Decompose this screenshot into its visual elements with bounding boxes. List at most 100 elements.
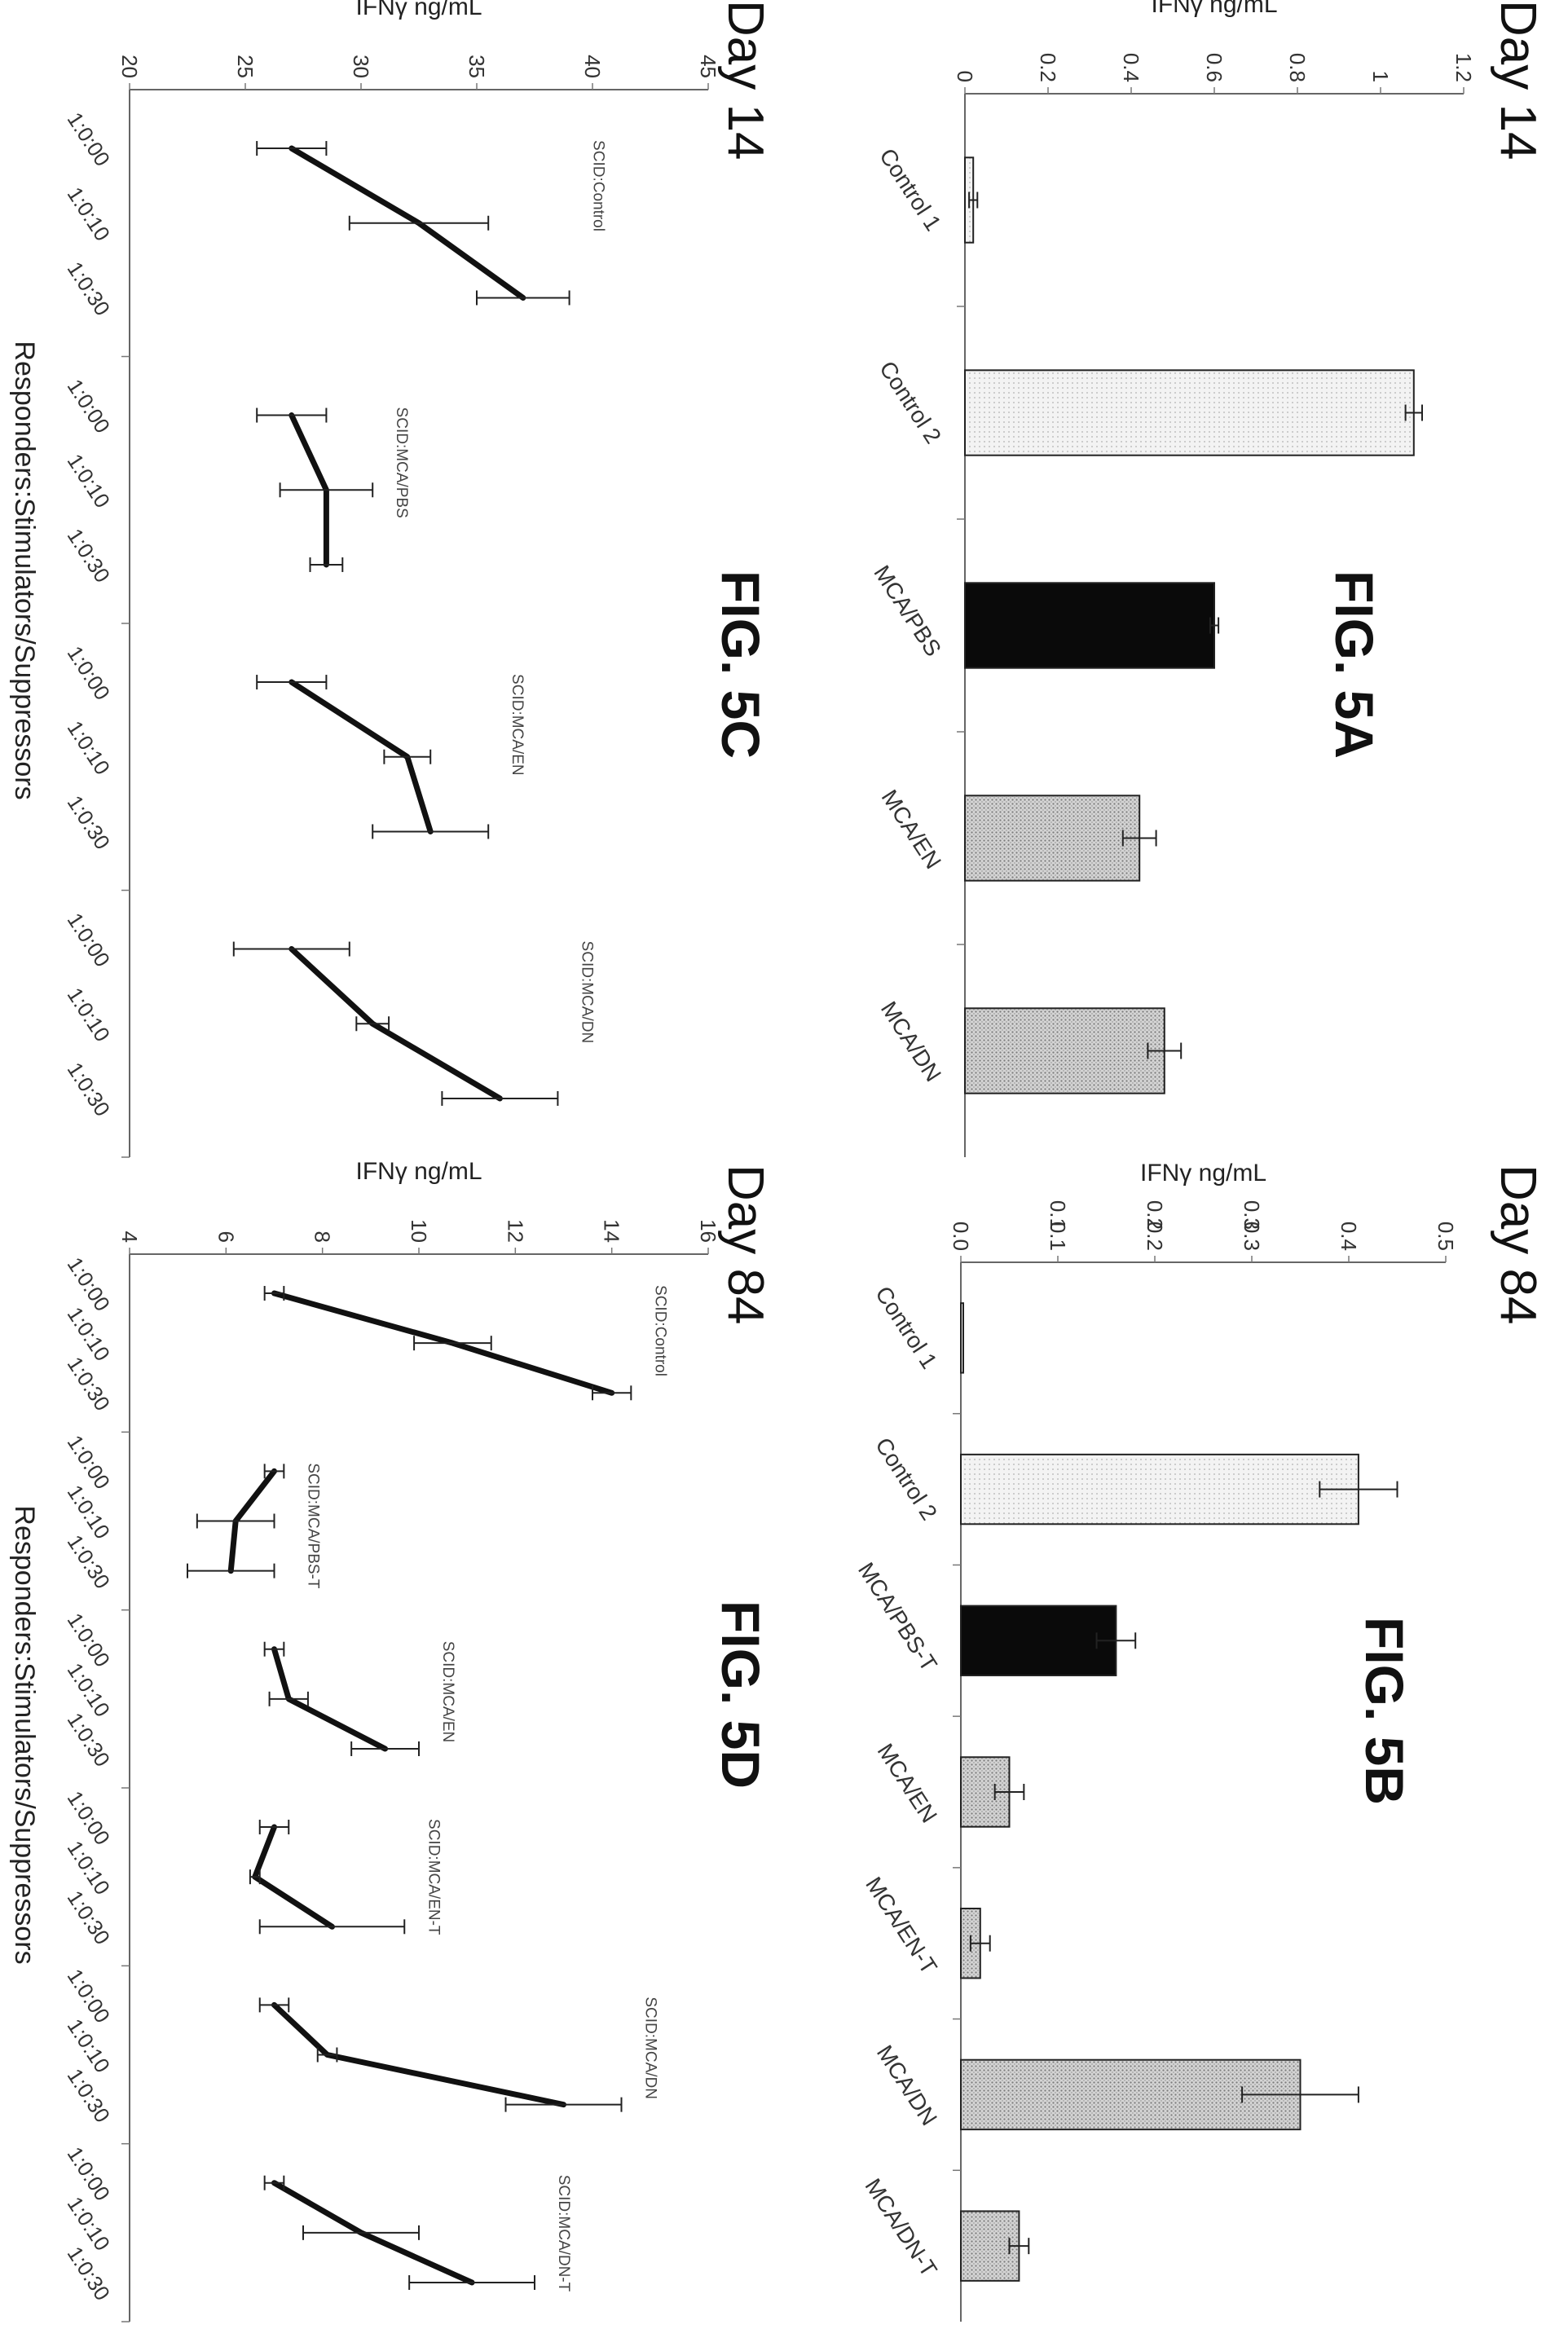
series-label: SCID:MCA/DN-T <box>555 2175 572 2292</box>
fig-5c-panel: Day 14 FIG. 5C 20 25 30 35 40 45 1:0:00 1:0:10 1… <box>0 0 818 1164</box>
x-tick-label: 1:0:30 <box>63 1353 116 1415</box>
day-label: Day 84 <box>717 1164 773 1324</box>
x-tick-label: 1:0:30 <box>63 791 116 854</box>
day-label: Day 14 <box>717 0 773 160</box>
x-tick-label: 1:0:00 <box>63 1786 116 1849</box>
x-tick-label: 1:0:10 <box>63 2014 116 2077</box>
category-label: MCA/PBS <box>869 561 946 661</box>
y-tick-label: 0.1 <box>1046 1222 1070 1251</box>
series-label: SCID:MCA/EN <box>439 1641 456 1743</box>
y-axis-title: IFNγ ng/mL <box>1151 0 1277 18</box>
y-tick-label: 40 <box>580 55 605 78</box>
x-tick-label: 1:0:30 <box>63 2064 116 2127</box>
y-tick-label: 6 <box>214 1231 238 1243</box>
plot-area: 0 0.2 0.4 0.6 0.8 1 1.2 Control 1 Control 2 MCA/P… <box>869 53 1476 1157</box>
category-label: MCA/EN <box>873 1739 942 1827</box>
series-line <box>288 946 503 1102</box>
bar <box>964 369 1415 456</box>
y-tick-label: 0.0 <box>949 1222 973 1251</box>
category-label: MCA/DN <box>872 2041 942 2130</box>
x-tick-label: 1:0:10 <box>63 1481 116 1543</box>
x-tick-label: 1:0:00 <box>63 375 116 438</box>
x-tick-label: 1:0:10 <box>63 2192 116 2255</box>
x-tick-label: 1:0:30 <box>63 1058 116 1120</box>
bar <box>960 1453 1359 1526</box>
series-label: SCID:MCA/EN-T <box>425 1819 442 1935</box>
y-tick-label: 25 <box>233 55 258 78</box>
y-tick-label-secondary: 0.1 <box>1046 1200 1070 1230</box>
x-tick-label: 1:0:30 <box>63 1708 116 1771</box>
series-label: SCID:MCA/DN <box>642 1997 659 2099</box>
category-label: Control 2 <box>870 1433 942 1525</box>
x-tick-label: 1:0:30 <box>63 524 116 587</box>
fig-5b-chart: Day 84 FIG. 5B 0.0 0.1 0.2 0.3 0.4 0.5 Control… <box>853 1160 1546 2322</box>
fig-5d-chart: Day 84 FIG. 5D 4 6 8 10 12 14 161:0:001:0:101:… <box>9 1158 773 2322</box>
category-label: Control 2 <box>874 357 946 448</box>
fig-5d-panel: Day 84 FIG. 5D 4 6 8 10 12 14 16 1:0:00 1:0:10 1:… <box>0 1158 818 2329</box>
x-tick-label: 1:0:00 <box>63 108 116 170</box>
figure-label: FIG. 5A <box>1324 570 1385 759</box>
category-label: MCA/DN-T <box>860 2174 942 2282</box>
x-tick-label: 1:0:00 <box>63 641 116 704</box>
day-label: Day 14 <box>1490 0 1546 160</box>
plot-area: 4 6 8 10 12 14 161:0:001:0:101:0:30SCID:Contro… <box>63 1219 720 2322</box>
x-tick-label: 1:0:10 <box>63 984 116 1046</box>
y-tick-label: 12 <box>503 1219 527 1243</box>
fig-5b-panel: Day 84 FIG. 5B 0.0 0.1 0.2 0.3 0.4 0.5 Control… <box>818 1160 1568 2329</box>
day-label: Day 84 <box>1490 1164 1546 1324</box>
plot-area: 0.0 0.1 0.2 0.3 0.4 0.5 Control 1 Control 2 MCA/… <box>853 1200 1458 2322</box>
x-axis-title: Responders:Stimulators/Suppressors <box>9 341 40 799</box>
series-label: SCID:Control <box>590 140 607 231</box>
y-tick-label: 14 <box>600 1219 624 1243</box>
y-tick-label: 16 <box>696 1219 720 1243</box>
fig-5a-panel: Day 14 FIG. 5A 0 0.2 0.4 0.6 0.8 1 1.2 Control … <box>818 0 1568 1164</box>
x-tick-label: 1:0:10 <box>63 1302 116 1365</box>
y-tick-label: 0.8 <box>1285 53 1310 82</box>
category-label: MCA/DN <box>876 997 946 1086</box>
x-tick-label: 1:0:10 <box>63 183 116 245</box>
y-tick-label-secondary: 0.3 <box>1240 1200 1264 1230</box>
x-tick-label: 1:0:00 <box>63 1253 116 1315</box>
y-tick-label: 0.4 <box>1119 53 1143 82</box>
bar <box>964 582 1215 669</box>
category-label: MCA/EN <box>877 786 946 874</box>
x-tick-label: 1:0:00 <box>63 1965 116 2027</box>
category-label: Control 1 <box>870 1282 942 1373</box>
category-label: MCA/EN-T <box>861 1873 942 1979</box>
y-axis-title: IFNγ ng/mL <box>1140 1160 1266 1187</box>
fig-5a-chart: Day 14 FIG. 5A 0 0.2 0.4 0.6 0.8 1 1.2 Control … <box>869 0 1546 1157</box>
x-tick-label: 1:0:30 <box>63 1887 116 1949</box>
x-tick-label: 1:0:00 <box>63 1609 116 1671</box>
x-tick-label: 1:0:10 <box>63 450 116 513</box>
x-tick-label: 1:0:10 <box>63 1836 116 1899</box>
x-tick-label: 1:0:00 <box>63 1431 116 1494</box>
y-tick-label: 8 <box>311 1231 335 1243</box>
y-tick-label: 0.2 <box>1143 1222 1167 1251</box>
plot-area: 20 25 30 35 40 45 1:0:00 1:0:10 1:0:30 SCID:Contr… <box>63 55 720 1158</box>
y-tick-label: 10 <box>407 1219 431 1243</box>
x-tick-label: 1:0:30 <box>63 258 116 320</box>
x-axis-title: Responders:Stimulators/Suppressors <box>9 1505 40 1964</box>
y-tick-label: 35 <box>465 55 489 78</box>
series-label: SCID:MCA/PBS-T <box>304 1463 321 1589</box>
series-line <box>252 1824 335 1930</box>
x-tick-label: 1:0:10 <box>63 1658 116 1721</box>
fig-5c-chart: Day 14 FIG. 5C 20 25 30 35 40 45 1:0:00 1:0:10 1… <box>9 0 773 1158</box>
y-axis-title: IFNγ ng/mL <box>355 0 482 20</box>
y-tick-label: 0.3 <box>1240 1222 1264 1251</box>
y-tick-label: 0.4 <box>1337 1222 1361 1251</box>
y-tick-label: 45 <box>696 55 720 78</box>
y-tick-label: 1.2 <box>1451 53 1476 82</box>
y-tick-label: 30 <box>349 55 373 78</box>
category-label: MCA/PBS-T <box>853 1558 942 1676</box>
series-label: SCID:MCA/DN <box>578 941 595 1044</box>
y-tick-label: 0 <box>953 71 977 82</box>
figure-label: FIG. 5B <box>1354 1617 1415 1805</box>
y-tick-label: 0.6 <box>1202 53 1227 82</box>
figure-label: FIG. 5C <box>711 570 771 759</box>
x-tick-label: 1:0:30 <box>63 1530 116 1593</box>
x-tick-label: 1:0:10 <box>63 716 116 779</box>
bar <box>963 1007 1165 1094</box>
y-tick-label-secondary: 0.2 <box>1143 1200 1167 1230</box>
